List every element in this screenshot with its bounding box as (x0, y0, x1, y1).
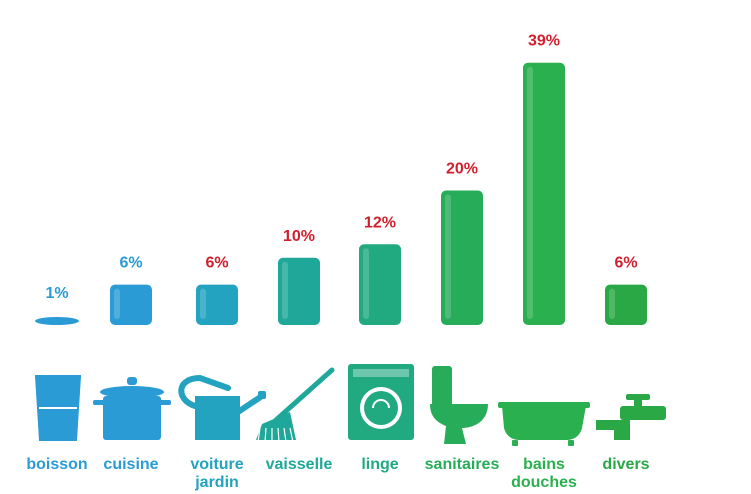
category-label: cuisine (103, 456, 158, 473)
bar-1 (110, 284, 152, 325)
bar-4 (359, 244, 401, 325)
bar-highlight (609, 288, 615, 319)
bar-highlight (114, 288, 120, 319)
category-label: boisson (26, 456, 87, 473)
cooking-pot-icon (93, 377, 171, 440)
bar-highlight (527, 66, 533, 319)
bar-highlight (200, 288, 206, 319)
category-label: bains douches (511, 456, 577, 491)
glass-icon (34, 375, 82, 441)
value-label: 6% (119, 255, 142, 272)
bar-2 (196, 284, 238, 325)
broom-icon (256, 367, 335, 443)
watering-can-icon (178, 374, 266, 440)
category-label: vaisselle (266, 456, 333, 473)
value-label: 6% (205, 255, 228, 272)
bar-highlight (282, 261, 288, 319)
bar-highlight (445, 194, 451, 319)
bar-3 (278, 257, 320, 325)
value-label: 1% (45, 285, 68, 302)
category-label: divers (602, 456, 649, 473)
bar-0 (35, 317, 79, 325)
category-label: voiture jardin (190, 456, 243, 491)
bar-6 (523, 62, 565, 325)
value-label: 6% (614, 255, 637, 272)
toilet-icon (430, 366, 488, 444)
value-label: 39% (528, 33, 560, 50)
value-label: 20% (446, 161, 478, 178)
value-label: 12% (364, 214, 396, 231)
bar-7 (605, 284, 647, 325)
category-label: sanitaires (425, 456, 500, 473)
faucet-icon (596, 394, 666, 440)
value-label: 10% (283, 228, 315, 245)
bar-5 (441, 190, 483, 325)
bathtub-icon (498, 402, 590, 446)
bar-highlight (363, 248, 369, 319)
washing-machine-icon (348, 364, 414, 440)
category-label: linge (361, 456, 398, 473)
